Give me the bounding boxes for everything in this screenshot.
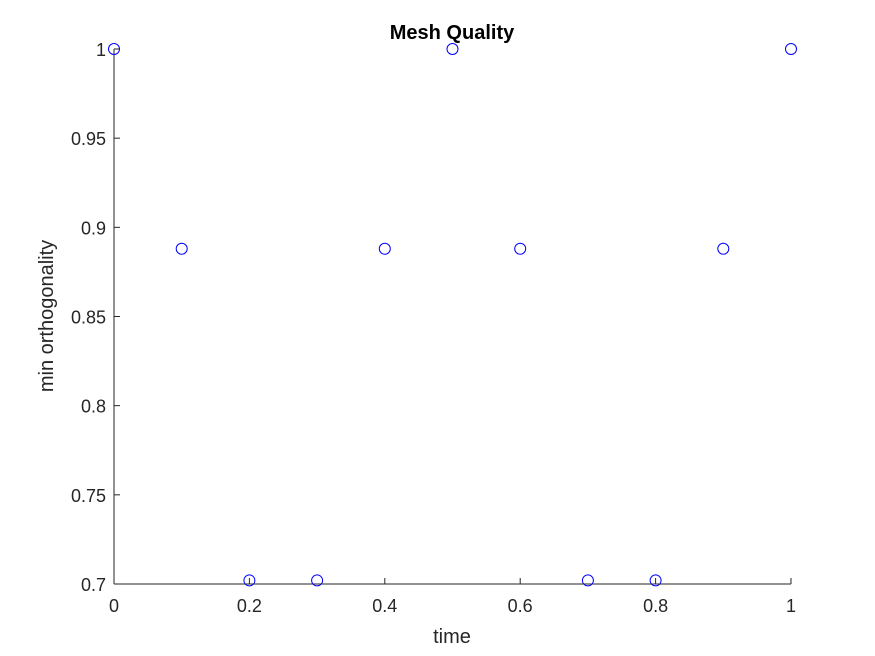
- x-tick-label: 0.8: [643, 596, 668, 616]
- data-point: [378, 242, 391, 255]
- data-point: [175, 242, 188, 255]
- data-point: [649, 574, 662, 587]
- y-tick-label: 1: [96, 40, 106, 60]
- data-point: [581, 574, 594, 587]
- y-tick-label: 0.95: [71, 129, 106, 149]
- data-point: [514, 242, 527, 255]
- chart-title: Mesh Quality: [390, 22, 515, 44]
- data-point: [108, 43, 120, 55]
- data-point: [717, 242, 730, 255]
- data-point: [785, 43, 797, 55]
- y-tick-label: 0.9: [81, 218, 106, 238]
- data-point: [243, 574, 256, 587]
- x-tick-label: 0.6: [508, 596, 533, 616]
- y-tick-label: 0.8: [81, 397, 106, 417]
- data-point: [446, 43, 459, 55]
- x-tick-label: 0.2: [237, 596, 262, 616]
- x-tick-label: 0: [109, 596, 119, 616]
- x-tick-label: 1: [786, 596, 796, 616]
- y-tick-label: 0.75: [71, 486, 106, 506]
- y-tick-label: 0.85: [71, 308, 106, 328]
- ticks: 0 0.2 0.4 0.6 0.8 1 0.7 0.75 0.8 0.85 0.9 0.95 1: [71, 40, 796, 616]
- data-point: [311, 574, 324, 587]
- x-axis-label: time: [433, 626, 471, 648]
- x-tick-label: 0.4: [372, 596, 397, 616]
- y-tick-label: 0.7: [81, 575, 106, 595]
- y-axis-label: min orthogonality: [36, 240, 58, 392]
- axes: [113, 49, 791, 585]
- data-points: [108, 43, 797, 587]
